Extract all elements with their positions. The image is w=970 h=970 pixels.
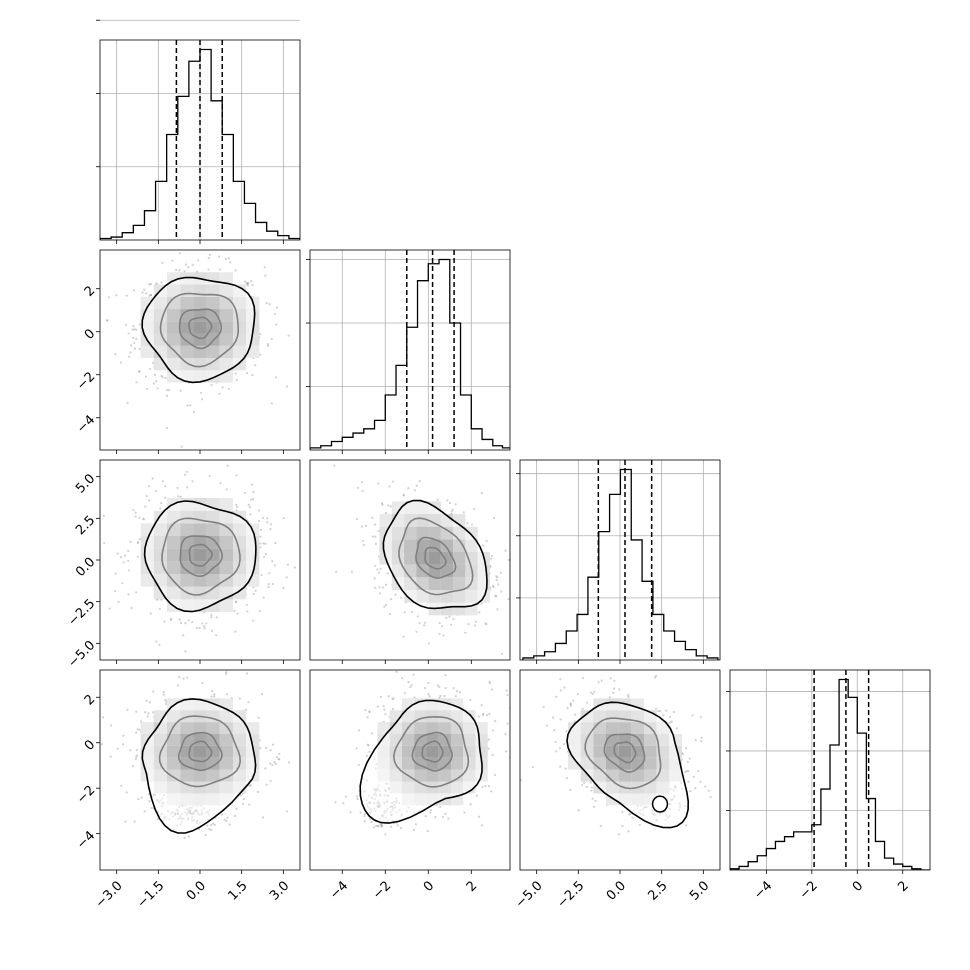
hist-steps-2 xyxy=(522,468,719,660)
scatter-panel-3-1 xyxy=(309,669,511,874)
xtick-label-1-0: −4 xyxy=(327,878,351,902)
ytick-label-3-0: −4 xyxy=(74,828,98,852)
scatter-content-3-1 xyxy=(334,670,510,836)
hist-panel-2 xyxy=(516,459,721,664)
xtick-label-0-4: 3.0 xyxy=(267,878,292,903)
ytick-label-3-3: 2 xyxy=(82,692,98,708)
hist-panel-3 xyxy=(726,669,931,874)
hist-panel-0 xyxy=(96,19,301,244)
scatter-frame-3-1 xyxy=(309,669,511,871)
xtick-label-3-2: 0 xyxy=(850,878,866,894)
contour-3-1-3 xyxy=(359,699,483,824)
contour-1-0-3 xyxy=(141,276,256,384)
xtick-label-1-1: −2 xyxy=(370,878,394,902)
xtick-label-0-3: 1.5 xyxy=(225,878,250,903)
hist-frame-1 xyxy=(309,249,511,451)
xtick-label-2-0: −5.0 xyxy=(513,878,546,911)
ytick-label-2-4: 5.0 xyxy=(73,471,98,496)
xtick-label-1-3: 2 xyxy=(464,878,480,894)
scatter-frame-2-1 xyxy=(309,459,511,661)
xtick-label-0-1: −1.5 xyxy=(134,878,167,911)
contour-2-1-3 xyxy=(382,499,488,610)
scatter-content-2-0 xyxy=(102,464,296,653)
ytick-label-3-2: 0 xyxy=(82,737,98,753)
xtick-label-1-2: 0 xyxy=(421,878,437,894)
hist-frame-3 xyxy=(729,669,931,871)
hist-panel-1 xyxy=(306,249,511,454)
xtick-label-2-3: 2.5 xyxy=(645,878,670,903)
ytick-label-2-2: 0.0 xyxy=(73,555,98,580)
ytick-label-1-0: −4 xyxy=(74,412,98,436)
scatter-panel-3-0 xyxy=(96,669,301,874)
scatter-content-3-2 xyxy=(520,674,712,836)
scatter-content-2-1 xyxy=(333,464,510,655)
ytick-label-1-3: 2 xyxy=(82,283,98,299)
scatter-panel-2-0 xyxy=(96,459,301,664)
ytick-label-1-2: 0 xyxy=(82,326,98,342)
xtick-label-2-1: −2.5 xyxy=(554,878,587,911)
ytick-label-3-1: −2 xyxy=(74,783,98,807)
hist-steps-0 xyxy=(100,48,300,240)
contour-3-0-3 xyxy=(141,698,257,834)
xtick-label-3-1: −2 xyxy=(797,878,821,902)
xtick-label-0-2: 0.0 xyxy=(184,878,209,903)
xtick-label-0-0: −3.0 xyxy=(93,878,126,911)
ytick-label-2-0: −5.0 xyxy=(65,638,98,671)
scatter-panel-3-2 xyxy=(519,669,721,874)
contour-island-3-2 xyxy=(651,795,669,813)
xtick-label-3-0: −4 xyxy=(751,878,775,902)
hist-steps-3 xyxy=(730,678,930,870)
scatter-panel-2-1 xyxy=(309,459,511,664)
xtick-label-3-3: 2 xyxy=(895,878,911,894)
ytick-label-2-3: 2.5 xyxy=(73,513,98,538)
contour-3-2-3 xyxy=(566,701,690,829)
ytick-label-1-1: −2 xyxy=(74,369,98,393)
scatter-content-1-0 xyxy=(105,252,300,448)
scatter-panel-1-0 xyxy=(96,249,301,454)
xtick-label-2-2: 0.0 xyxy=(604,878,629,903)
hist-steps-1 xyxy=(310,258,510,450)
ytick-label-2-1: −2.5 xyxy=(65,596,98,629)
scatter-content-3-0 xyxy=(100,671,291,840)
contour-2-0-3 xyxy=(143,500,257,613)
xtick-label-2-4: 5.0 xyxy=(687,878,712,903)
